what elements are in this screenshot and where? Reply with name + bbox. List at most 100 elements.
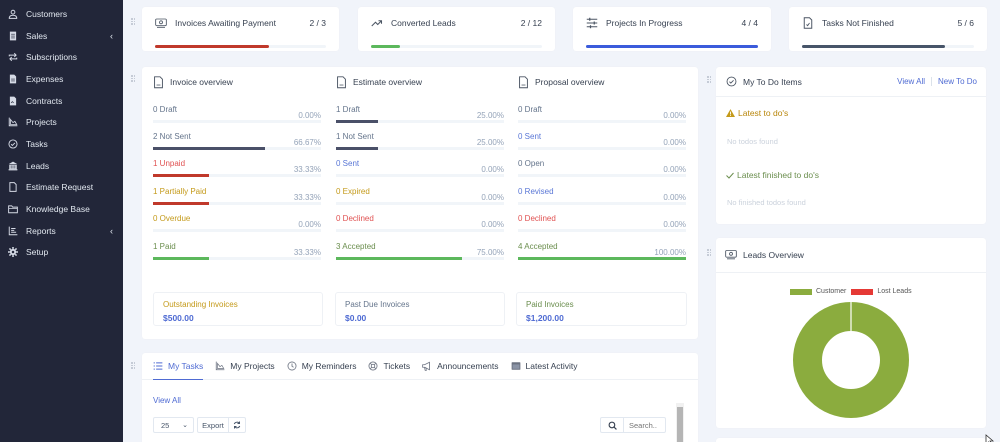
estimate-status-row[interactable]: 0 Expired 0.00% (336, 187, 504, 209)
proposal-status-row[interactable]: 0 Declined 0.00% (518, 214, 686, 236)
invoice-status-row[interactable]: 1 Paid 33.33% (153, 242, 321, 264)
sidebar-item-setup[interactable]: Setup (0, 242, 123, 264)
scrollbar[interactable] (676, 403, 684, 442)
invoice-status-row[interactable]: 2 Not Sent 66.67% (153, 132, 321, 154)
scrollbar-thumb[interactable] (677, 407, 683, 442)
tab-announcements[interactable]: Announcements (422, 353, 499, 379)
sidebar-item-reports[interactable]: Reports ‹ (0, 220, 123, 242)
stat-card-invoices-awaiting-payment[interactable]: Invoices Awaiting Payment 2 / 3 (142, 7, 339, 51)
progress-bar (518, 120, 686, 123)
tab-my-projects[interactable]: My Projects (215, 353, 275, 379)
estimate-status-row[interactable]: 3 Accepted 75.00% (336, 242, 504, 264)
sidebar-item-tasks[interactable]: Tasks (0, 133, 123, 155)
tab-tickets[interactable]: Tickets (368, 353, 410, 379)
sidebar-item-subscriptions[interactable]: Subscriptions (0, 46, 123, 68)
status-label[interactable]: 0 Draft (518, 105, 543, 114)
status-percent: 75.00% (476, 248, 504, 257)
leads-donut-chart[interactable] (792, 301, 910, 419)
status-label[interactable]: 0 Revised (518, 187, 554, 196)
status-label[interactable]: 2 Not Sent (153, 132, 191, 141)
legend-label-lost-leads[interactable]: Lost Leads (877, 288, 912, 295)
progress-bar (336, 147, 504, 150)
estimate-status-row[interactable]: 1 Not Sent 25.00% (336, 132, 504, 154)
status-label[interactable]: 4 Accepted (518, 242, 558, 251)
sidebar-item-contracts[interactable]: Contracts (0, 90, 123, 112)
chart-legend: Customer Lost Leads (790, 288, 912, 295)
invoice-overview-title: Invoice overview (170, 77, 233, 87)
status-label[interactable]: 0 Declined (518, 214, 556, 223)
view-all-link[interactable]: View All (153, 396, 181, 405)
sidebar-item-sales[interactable]: Sales ‹ (0, 25, 123, 47)
sidebar-item-expenses[interactable]: Expenses (0, 68, 123, 90)
invoice-status-row[interactable]: 0 Overdue 0.00% (153, 214, 321, 236)
status-percent: 25.00% (476, 111, 504, 120)
legend-swatch-lost-leads[interactable] (851, 288, 874, 295)
leads-overview-card: Leads Overview Customer Lost Leads (716, 238, 986, 428)
tab-latest-activity[interactable]: Latest Activity (511, 353, 578, 379)
stat-card-converted-leads[interactable]: Converted Leads 2 / 12 (358, 7, 555, 51)
status-percent: 0.00% (663, 138, 686, 147)
tab-my-tasks[interactable]: My Tasks (153, 353, 204, 380)
drag-handle[interactable] (131, 18, 135, 25)
estimate-status-row[interactable]: 1 Draft 25.00% (336, 105, 504, 127)
progress-fill (518, 257, 686, 260)
chart-area-icon (8, 117, 18, 127)
invoice-status-row[interactable]: 1 Partially Paid 33.33% (153, 187, 321, 209)
refresh-button[interactable] (228, 417, 246, 433)
todo-view-all-link[interactable]: View All (897, 77, 926, 86)
stat-label: Invoices Awaiting Payment (175, 18, 276, 28)
summary-paid-invoices: Paid Invoices $1,200.00 (516, 292, 687, 326)
status-label[interactable]: 1 Not Sent (336, 132, 374, 141)
sidebar-item-knowledge-base[interactable]: Knowledge Base (0, 198, 123, 220)
status-label[interactable]: 1 Draft (336, 105, 361, 114)
status-percent: 0.00% (298, 220, 321, 229)
drag-handle[interactable] (707, 249, 711, 256)
status-label[interactable]: 0 Open (518, 159, 545, 168)
status-label[interactable]: 0 Sent (336, 159, 360, 168)
invoice-status-row[interactable]: 1 Unpaid 33.33% (153, 159, 321, 181)
drag-handle[interactable] (707, 76, 711, 83)
tab-label: Tickets (383, 361, 411, 371)
legend-swatch-customer[interactable] (790, 288, 812, 295)
sidebar-item-leads[interactable]: Leads (0, 155, 123, 177)
sidebar-item-customers[interactable]: Customers (0, 3, 123, 25)
tab-label: Announcements (437, 361, 499, 371)
page-size-select[interactable]: 25 ⌄ (153, 417, 194, 433)
chevron-down-icon: ⌄ (182, 422, 188, 429)
no-finished-todos-text: No finished todos found (727, 198, 806, 207)
sidebar-item-estimate-request[interactable]: Estimate Request (0, 177, 123, 199)
proposal-status-row[interactable]: 4 Accepted 100.00% (518, 242, 686, 264)
status-label[interactable]: 1 Unpaid (153, 159, 186, 168)
search-input[interactable] (623, 417, 666, 433)
status-label[interactable]: 3 Accepted (336, 242, 376, 251)
proposal-status-row[interactable]: 0 Revised 0.00% (518, 187, 686, 209)
legend-label-customer[interactable]: Customer (816, 288, 847, 295)
check-circle-icon (726, 76, 737, 87)
status-label[interactable]: 0 Declined (336, 214, 374, 223)
sidebar-item-projects[interactable]: Projects (0, 111, 123, 133)
new-todo-link[interactable]: New To Do (938, 77, 977, 86)
estimate-status-row[interactable]: 0 Sent 0.00% (336, 159, 504, 181)
drag-handle[interactable] (131, 75, 135, 82)
status-label[interactable]: 0 Draft (153, 105, 178, 114)
status-label[interactable]: 0 Sent (518, 132, 542, 141)
export-button[interactable]: Export (197, 417, 229, 433)
status-label[interactable]: 1 Partially Paid (153, 187, 207, 196)
search-button[interactable] (600, 417, 624, 433)
stat-card-tasks-not-finished[interactable]: Tasks Not Finished 5 / 6 (789, 7, 987, 51)
tab-my-reminders[interactable]: My Reminders (287, 353, 356, 379)
invoice-status-row[interactable]: 0 Draft 0.00% (153, 105, 321, 127)
estimate-status-row[interactable]: 0 Declined 0.00% (336, 214, 504, 236)
progress-bar (153, 174, 321, 177)
summary-label: Outstanding Invoices (163, 300, 238, 309)
drag-handle[interactable] (131, 362, 135, 369)
stat-card-projects-in-progress[interactable]: Projects In Progress 4 / 4 (573, 7, 771, 51)
money-icon (155, 17, 167, 29)
status-percent: 0.00% (663, 220, 686, 229)
proposal-status-row[interactable]: 0 Draft 0.00% (518, 105, 686, 127)
status-label[interactable]: 0 Expired (336, 187, 370, 196)
proposal-status-row[interactable]: 0 Open 0.00% (518, 159, 686, 181)
proposal-status-row[interactable]: 0 Sent 0.00% (518, 132, 686, 154)
status-label[interactable]: 1 Paid (153, 242, 176, 251)
status-label[interactable]: 0 Overdue (153, 214, 191, 223)
